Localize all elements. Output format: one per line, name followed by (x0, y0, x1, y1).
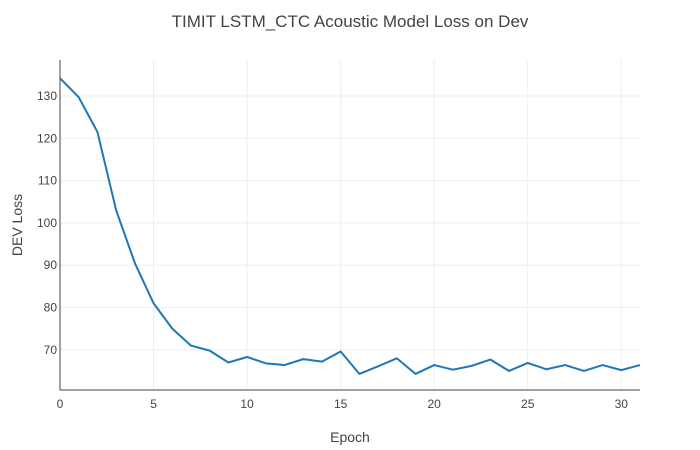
x-tick-label: 5 (150, 397, 157, 411)
y-axis-title: DEV Loss (9, 194, 25, 256)
x-tick-label: 30 (615, 397, 629, 411)
series-line (59, 77, 641, 375)
x-tick-label: 15 (334, 397, 348, 411)
tick-labels: 0 5 10 15 20 25 30 70 80 90 100 110 120 130 (37, 89, 628, 411)
x-axis-title: Epoch (330, 429, 370, 445)
y-tick-label: 110 (38, 174, 57, 188)
series (59, 77, 641, 375)
x-tick-label: 0 (57, 397, 64, 411)
chart-title: TIMIT LSTM_CTC Acoustic Model Loss on De… (171, 12, 529, 31)
grid (60, 60, 640, 390)
y-tick-label: 100 (37, 216, 57, 230)
axes (59, 60, 640, 391)
x-tick-label: 20 (428, 397, 442, 411)
y-tick-label: 70 (44, 343, 58, 357)
x-tick-label: 25 (521, 397, 535, 411)
x-tick-label: 10 (240, 397, 254, 411)
y-tick-label: 90 (44, 258, 58, 272)
y-tick-label: 120 (37, 131, 57, 145)
y-tick-label: 80 (44, 301, 58, 315)
y-tick-label: 130 (37, 89, 57, 103)
